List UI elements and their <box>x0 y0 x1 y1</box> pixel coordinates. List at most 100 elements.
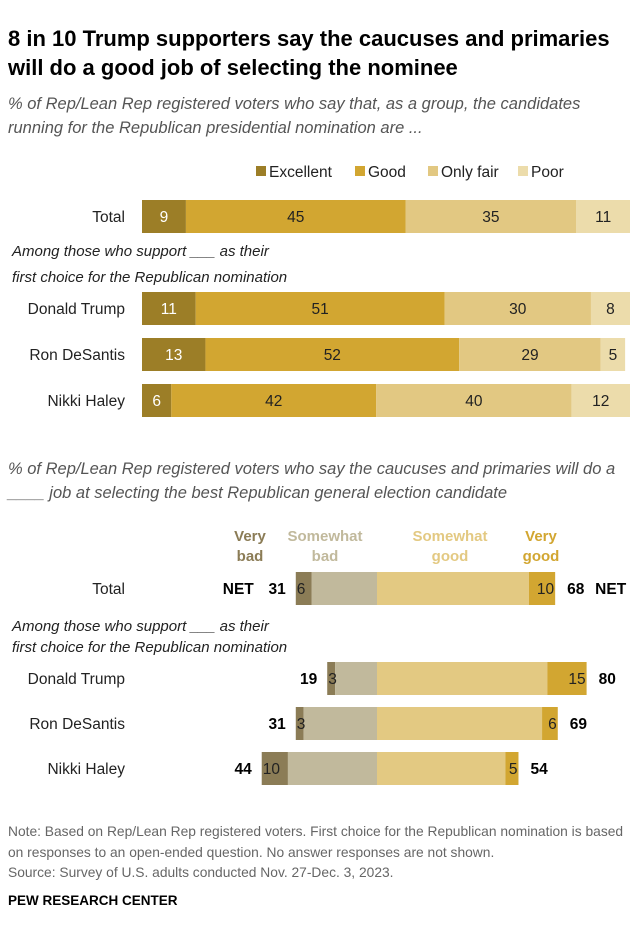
note-text: Note: Based on Rep/Lean Rep registered v… <box>8 824 624 860</box>
legend-label: Poor <box>531 164 564 181</box>
chart1-subtitle: % of Rep/Lean Rep registered voters who … <box>8 95 581 137</box>
data-label: 3 <box>328 671 337 688</box>
bar-segment <box>142 292 196 325</box>
series-header: Somewhat <box>412 528 487 545</box>
net-bad-label: 31 <box>269 716 287 733</box>
net-bad-label: 19 <box>300 671 318 688</box>
bar-segment <box>142 200 186 233</box>
data-label: 45 <box>287 209 304 226</box>
bar-segment-very-good <box>505 752 519 785</box>
category-label: Ron DeSantis <box>29 347 125 364</box>
group-label-line1: Among those who support ___ as their <box>11 618 270 635</box>
bar-segment <box>576 200 630 233</box>
legend-swatch <box>518 166 528 176</box>
bar-segment <box>376 384 572 417</box>
series-header: bad <box>237 548 264 565</box>
source-text: Source: Survey of U.S. adults conducted … <box>8 865 394 880</box>
net-good-label: 54 <box>530 761 548 778</box>
data-label: 30 <box>509 301 527 318</box>
data-label: 3 <box>297 716 306 733</box>
bar-segment <box>444 292 591 325</box>
net-tag: NET <box>223 581 255 598</box>
data-label: 35 <box>482 209 499 226</box>
bar-segment <box>459 338 601 371</box>
series-header: Very <box>525 528 557 545</box>
bar-segment <box>195 292 445 325</box>
data-label: 29 <box>521 347 538 364</box>
bar-segment <box>171 384 377 417</box>
bar-segment <box>590 292 630 325</box>
data-label: 9 <box>160 209 169 226</box>
data-label: 6 <box>152 393 161 410</box>
bar-segment <box>205 338 460 371</box>
group-label-line2: first choice for the Republican nominati… <box>12 269 287 286</box>
bar-segment <box>571 384 630 417</box>
series-header: good <box>523 548 560 565</box>
net-bad-label: 31 <box>269 581 287 598</box>
data-label: 42 <box>265 393 282 410</box>
data-label: 8 <box>606 301 615 318</box>
group-label-line1: Among those who support ___ as their <box>11 243 270 260</box>
bar-segment-very-good <box>542 707 558 740</box>
net-good-label: 68 <box>567 581 585 598</box>
net-tag: NET <box>595 581 627 598</box>
legend-label: Excellent <box>269 164 333 181</box>
data-label: 6 <box>297 581 306 598</box>
data-label: 15 <box>568 671 585 688</box>
bar-segment <box>142 338 206 371</box>
bar-segment-somewhat-good <box>377 752 506 785</box>
category-label: Nikki Haley <box>47 393 125 410</box>
bar-segment-somewhat-good <box>377 707 543 740</box>
data-label: 5 <box>609 347 618 364</box>
category-label: Donald Trump <box>28 301 125 318</box>
data-label: 12 <box>592 393 609 410</box>
series-header: good <box>432 548 469 565</box>
series-header: Very <box>234 528 266 545</box>
legend-label: Good <box>368 164 406 181</box>
data-label: 52 <box>324 347 341 364</box>
chart2-subtitle: % of Rep/Lean Rep registered voters who … <box>8 460 616 502</box>
category-label: Total <box>92 209 125 226</box>
legend-swatch <box>428 166 438 176</box>
bar-segment-somewhat-good <box>377 572 529 605</box>
bar-segment-very-bad <box>295 572 312 605</box>
bar-segment-somewhat-bad <box>287 752 377 785</box>
data-label: 6 <box>548 716 557 733</box>
bar-segment-somewhat-bad <box>311 572 377 605</box>
bar-segment-somewhat-bad <box>335 662 377 695</box>
category-label: Donald Trump <box>28 671 125 688</box>
bar-segment-somewhat-good <box>377 662 548 695</box>
legend-swatch <box>355 166 365 176</box>
bar-segment-somewhat-bad <box>303 707 377 740</box>
data-label: 5 <box>509 761 518 778</box>
data-label: 40 <box>465 393 483 410</box>
bar-segment-very-good <box>528 572 556 605</box>
net-good-label: 69 <box>570 716 588 733</box>
data-label: 13 <box>165 347 182 364</box>
data-label: 51 <box>311 301 328 318</box>
data-label: 11 <box>161 301 177 318</box>
note: Note: Based on Rep/Lean Rep registered v… <box>8 822 638 884</box>
chart-title: 8 in 10 Trump supporters say the caucuse… <box>8 26 610 80</box>
series-header: bad <box>312 548 339 565</box>
net-bad-label: 44 <box>234 761 252 778</box>
data-label: 10 <box>537 581 555 598</box>
net-good-label: 80 <box>599 671 616 688</box>
bar-segment-very-bad <box>295 707 304 740</box>
bar-segment-very-bad <box>327 662 336 695</box>
bar-segment-very-good <box>547 662 587 695</box>
category-label: Ron DeSantis <box>29 716 125 733</box>
legend-swatch <box>256 166 266 176</box>
group-label-line2: first choice for the Republican nominati… <box>12 639 287 656</box>
data-label: 11 <box>595 209 611 226</box>
bar-segment <box>142 384 172 417</box>
legend-label: Only fair <box>441 164 499 181</box>
bar-segment <box>405 200 577 233</box>
brand-logo-text: PEW RESEARCH CENTER <box>8 893 178 908</box>
category-label: Total <box>92 581 125 598</box>
category-label: Nikki Haley <box>47 761 125 778</box>
bar-segment <box>185 200 406 233</box>
data-label: 10 <box>263 761 281 778</box>
